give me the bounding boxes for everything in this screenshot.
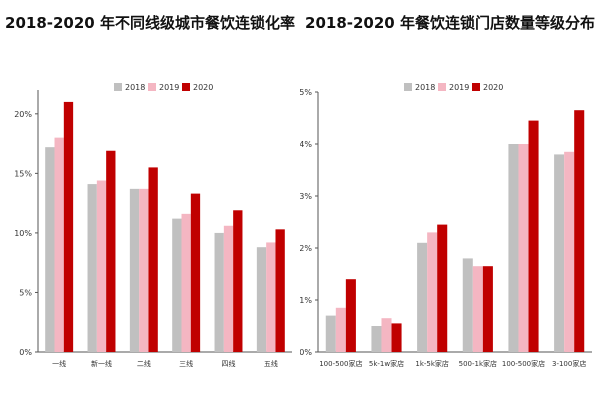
chart-panel-right: 2018-2020 年餐饮连锁门店数量等级分布 0% 1% 2% 3% 4% 5% 100-… bbox=[299, 0, 600, 400]
bar bbox=[325, 315, 336, 352]
y-tick-label: 0% bbox=[19, 348, 32, 357]
x-tick-label: 二线 bbox=[137, 359, 151, 368]
x-tick-label: 新一线 bbox=[91, 359, 112, 368]
legend-swatch bbox=[404, 83, 412, 91]
y-tick-label: 4% bbox=[300, 140, 312, 149]
x-tick-label: 1k-5k家店 bbox=[415, 359, 449, 368]
y-tick-label: 5% bbox=[19, 288, 32, 297]
legend-label: 2020 bbox=[193, 83, 213, 92]
bar bbox=[275, 229, 285, 352]
bar bbox=[462, 258, 473, 352]
bar bbox=[172, 218, 182, 352]
bar bbox=[528, 120, 539, 352]
bar bbox=[564, 151, 575, 352]
bar bbox=[181, 213, 191, 352]
legend-label: 2020 bbox=[483, 83, 503, 92]
bar bbox=[437, 224, 448, 352]
bar bbox=[148, 167, 158, 352]
legend-swatch bbox=[114, 83, 122, 91]
bar bbox=[391, 323, 402, 352]
x-tick-label: 100-500家店 bbox=[502, 359, 545, 368]
bar bbox=[574, 110, 585, 352]
y-tick-label: 0% bbox=[300, 348, 312, 357]
bar bbox=[139, 188, 149, 352]
bar bbox=[96, 180, 107, 352]
x-tick-label: 100-500家店 bbox=[319, 359, 362, 368]
y-tick-label: 2% bbox=[300, 244, 312, 253]
chart-panel-left: 2018-2020 年不同线级城市餐饮连锁化率 0% 5% 10% 15% 20% 一线 新… bbox=[0, 0, 300, 400]
y-tick-label: 1% bbox=[300, 296, 312, 305]
bar bbox=[508, 144, 519, 352]
bar bbox=[129, 188, 140, 352]
bar bbox=[45, 147, 55, 352]
bar bbox=[381, 318, 392, 352]
x-tick-label: 3-100家店 bbox=[552, 359, 586, 368]
y-tick-label: 3% bbox=[300, 192, 312, 201]
legend-label: 2018 bbox=[415, 83, 435, 92]
chart-title: 2018-2020 年不同线级城市餐饮连锁化率 bbox=[5, 14, 295, 32]
bar bbox=[345, 279, 356, 352]
bar bbox=[106, 150, 116, 352]
bar bbox=[223, 225, 234, 352]
chart-title: 2018-2020 年餐饮连锁门店数量等级分布 bbox=[305, 14, 595, 32]
bar bbox=[482, 266, 493, 352]
y-tick-label: 10% bbox=[14, 229, 32, 238]
bar bbox=[266, 242, 276, 352]
y-tick-label: 20% bbox=[14, 110, 32, 119]
bar bbox=[472, 266, 483, 352]
bar-chart-right: 0% 1% 2% 3% 4% 5% 100-500家店 5k-1w家店 1k-5k家店 500-1… bbox=[299, 83, 592, 368]
legend-label: 2019 bbox=[159, 83, 179, 92]
y-tick-label: 15% bbox=[14, 169, 32, 178]
bar bbox=[87, 184, 97, 352]
legend-label: 2018 bbox=[125, 83, 145, 92]
legend-swatch bbox=[438, 83, 446, 91]
x-tick-label: 四线 bbox=[222, 359, 236, 368]
bar bbox=[63, 101, 74, 352]
x-tick-label: 五线 bbox=[264, 359, 278, 368]
x-tick-label: 一线 bbox=[52, 359, 66, 368]
legend-swatch bbox=[472, 83, 480, 91]
bar bbox=[54, 137, 64, 352]
bar bbox=[335, 307, 346, 352]
x-tick-label: 500-1k家店 bbox=[459, 359, 497, 368]
bar-chart-left: 0% 5% 10% 15% 20% 一线 新一线 二线 三线 四线 五线 2018 2019 2020 bbox=[14, 83, 292, 368]
bar bbox=[427, 232, 438, 352]
bar bbox=[417, 242, 428, 352]
legend-swatch bbox=[148, 83, 156, 91]
bar bbox=[256, 247, 267, 352]
bar bbox=[233, 210, 243, 352]
bar bbox=[554, 154, 565, 352]
bar bbox=[190, 193, 201, 352]
bar bbox=[371, 326, 382, 352]
legend-swatch bbox=[182, 83, 190, 91]
y-tick-label: 5% bbox=[300, 88, 312, 97]
x-tick-label: 5k-1w家店 bbox=[369, 359, 404, 368]
x-tick-label: 三线 bbox=[179, 359, 193, 368]
legend-label: 2019 bbox=[449, 83, 469, 92]
bar bbox=[518, 144, 529, 352]
bar bbox=[214, 232, 224, 352]
